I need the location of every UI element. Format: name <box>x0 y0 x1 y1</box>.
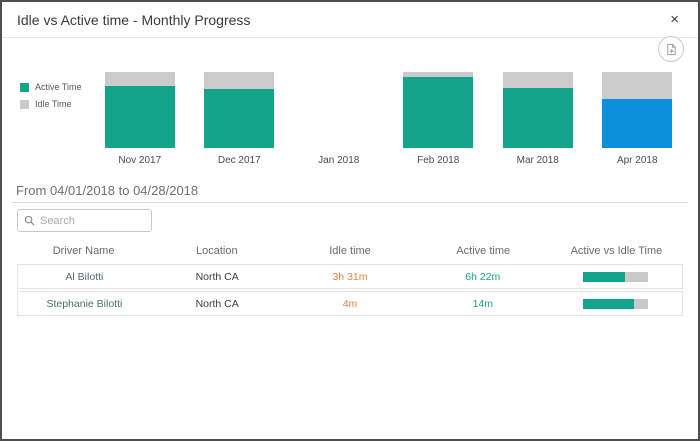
idle-segment[interactable] <box>602 72 673 100</box>
idle-time-value: 3h 31m <box>332 270 368 283</box>
month-label: Apr 2018 <box>616 155 658 166</box>
month-bar[interactable] <box>602 72 673 148</box>
active-segment[interactable] <box>104 85 175 148</box>
active-time-value: 14m <box>472 297 493 310</box>
chart-slot: Apr 2018 <box>588 72 688 172</box>
month-label: Jan 2018 <box>318 155 360 166</box>
progress-fill <box>583 298 634 309</box>
chart-slot: Mar 2018 <box>488 72 588 172</box>
table-row[interactable]: Al Bilotti North CA 3h 31m 6h 22m <box>17 264 683 289</box>
col-active-time: Active time <box>456 245 511 257</box>
legend-label: Active Time <box>35 82 82 92</box>
legend-label: Idle Time <box>35 99 72 109</box>
active-time-value: 6h 22m <box>465 270 501 283</box>
month-label: Nov 2017 <box>118 155 162 166</box>
dialog-title: Idle vs Active time - Monthly Progress <box>17 11 251 28</box>
progress-fill <box>583 271 625 282</box>
idle-segment[interactable] <box>204 72 275 90</box>
table-header-row: Driver Name Location Idle time Active ti… <box>17 240 683 262</box>
idle-time-value: 4m <box>342 297 358 310</box>
export-file-icon <box>666 43 676 55</box>
chart-slot: Jan 2018 <box>289 72 389 172</box>
active-vs-idle-bar-cell <box>549 271 682 282</box>
col-idle-time: Idle time <box>329 245 371 257</box>
chart-slot: Feb 2018 <box>389 72 489 172</box>
driver-name: Stephanie Bilotti <box>46 297 123 310</box>
legend-swatch-icon <box>20 99 29 109</box>
legend-item: Active Time <box>20 82 82 92</box>
col-driver-name: Driver Name <box>52 245 115 257</box>
table-row[interactable]: Stephanie Bilotti North CA 4m 14m <box>17 291 683 316</box>
active-segment[interactable] <box>204 89 275 148</box>
driver-location: North CA <box>195 270 239 283</box>
active-segment[interactable] <box>403 76 474 148</box>
month-bar[interactable] <box>104 72 175 148</box>
driver-name: Al Bilotti <box>65 270 104 283</box>
stacked-bar-chart: Nov 2017 Dec 2017 Jan 2018 Feb 2018 Mar 2018… <box>90 72 687 172</box>
export-button[interactable] <box>658 36 684 62</box>
col-active-vs-idle: Active vs Idle Time <box>570 245 663 257</box>
search-icon <box>24 215 35 226</box>
idle-segment[interactable] <box>403 72 474 77</box>
idle-segment[interactable] <box>104 72 175 86</box>
legend-item: Idle Time <box>20 99 82 109</box>
month-bar[interactable] <box>502 72 573 148</box>
chart-slot: Nov 2017 <box>90 72 190 172</box>
driver-location: North CA <box>195 297 239 310</box>
month-bar[interactable] <box>304 72 374 148</box>
search-box[interactable] <box>17 209 152 232</box>
active-segment[interactable] <box>602 99 673 148</box>
month-bar[interactable] <box>403 72 474 148</box>
month-label: Feb 2018 <box>417 155 460 166</box>
progress-track <box>583 271 649 282</box>
chart-slot: Dec 2017 <box>190 72 290 172</box>
month-bar[interactable] <box>204 72 275 148</box>
close-icon[interactable]: × <box>666 10 683 29</box>
idle-segment[interactable] <box>502 72 573 88</box>
date-range-label: From 04/01/2018 to 04/28/2018 <box>16 183 199 198</box>
chart-legend: Active Time Idle Time <box>20 82 82 116</box>
drivers-table: Driver Name Location Idle time Active ti… <box>17 240 683 316</box>
month-label: Mar 2018 <box>516 155 559 166</box>
active-vs-idle-bar-cell <box>549 298 682 309</box>
progress-track <box>583 298 649 309</box>
divider <box>12 202 688 203</box>
legend-swatch-icon <box>20 82 29 92</box>
col-location: Location <box>196 245 238 257</box>
search-input[interactable] <box>40 214 145 227</box>
active-segment[interactable] <box>502 87 573 148</box>
month-label: Dec 2017 <box>217 155 261 166</box>
dialog-header: Idle vs Active time - Monthly Progress × <box>2 2 698 38</box>
